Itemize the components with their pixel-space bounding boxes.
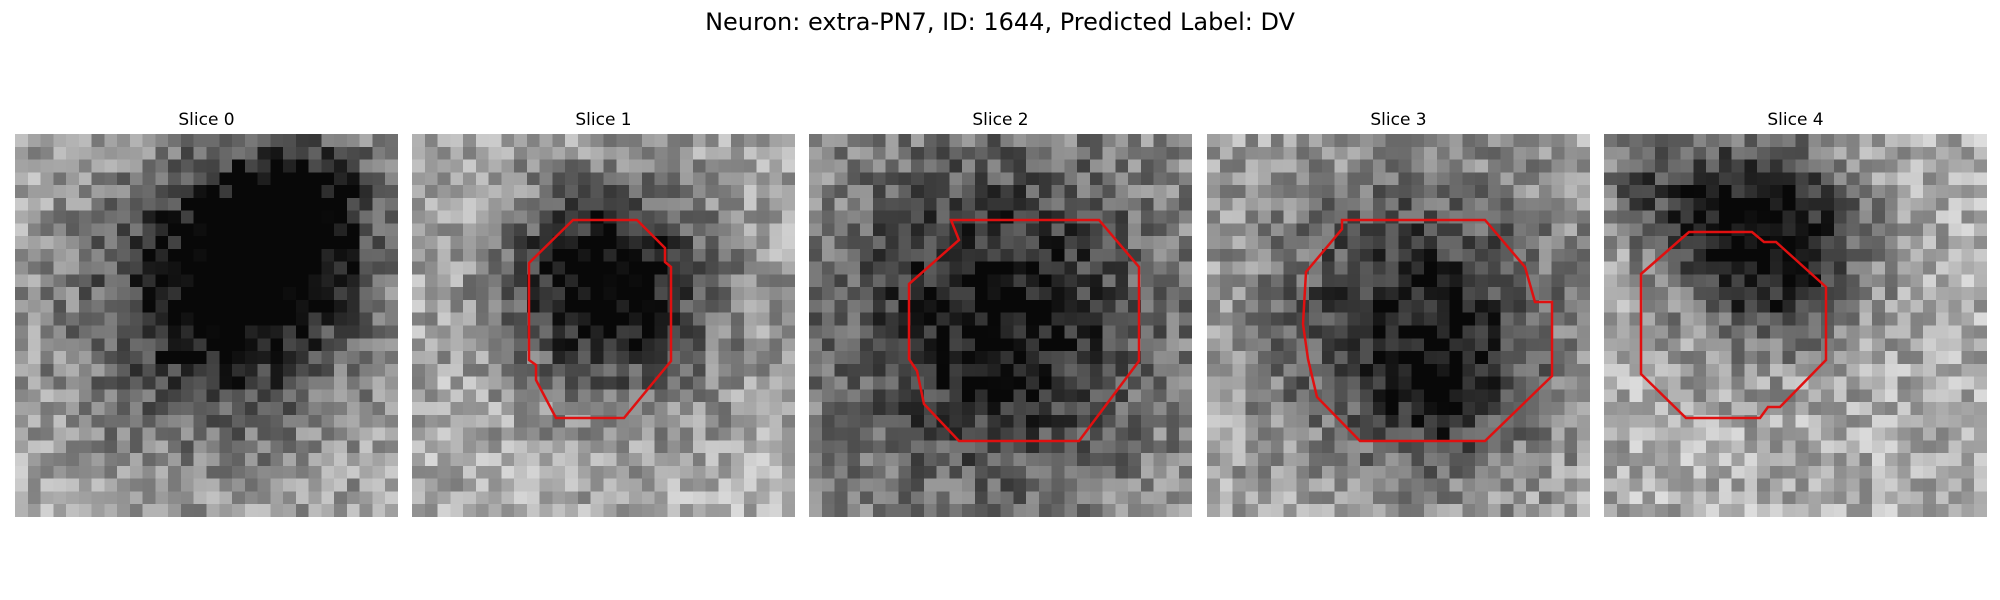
slice-2-image — [809, 134, 1192, 517]
slice-0-title: Slice 0 — [178, 110, 235, 130]
slice-4-pixels — [1604, 134, 1987, 517]
slice-3-image — [1207, 134, 1590, 517]
slice-3-title: Slice 3 — [1370, 110, 1427, 130]
figure-title: Neuron: extra-PN7, ID: 1644, Predicted L… — [705, 8, 1295, 36]
slice-2-title: Slice 2 — [972, 110, 1029, 130]
slice-3-pixels — [1207, 134, 1590, 517]
slice-1-image — [412, 134, 795, 517]
slice-4-image — [1604, 134, 1987, 517]
slice-1-title: Slice 1 — [575, 110, 632, 130]
slice-0-pixels — [15, 134, 398, 517]
slice-2-pixels — [809, 134, 1192, 517]
slice-0-image — [15, 134, 398, 517]
slice-1-pixels — [412, 134, 795, 517]
slice-4-title: Slice 4 — [1767, 110, 1824, 130]
